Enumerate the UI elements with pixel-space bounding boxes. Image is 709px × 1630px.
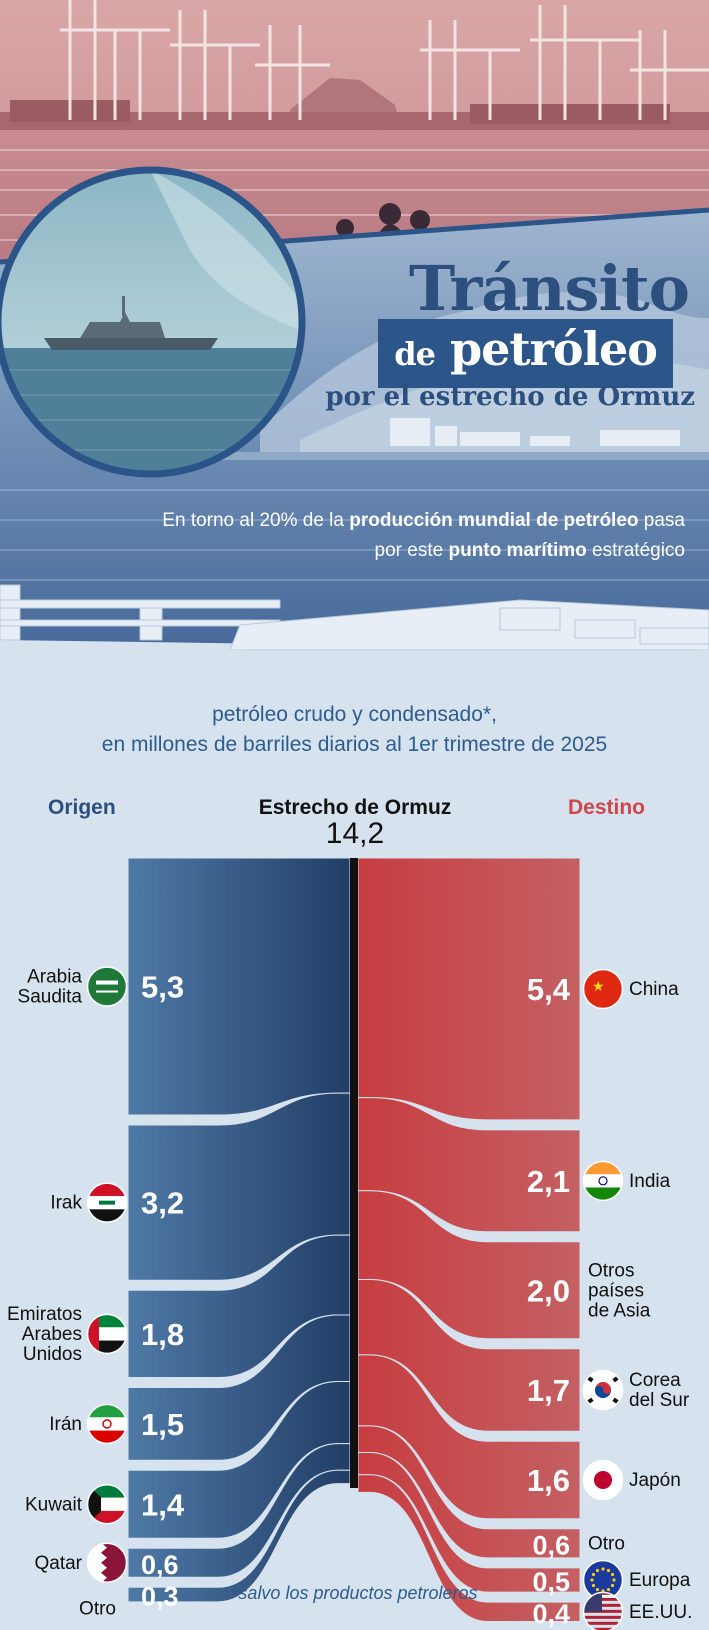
origin-header: Origen bbox=[48, 796, 116, 819]
chart-caption-line-1: petróleo crudo y condensado*, bbox=[212, 703, 497, 726]
destination-flow-japon bbox=[357, 1354, 581, 1520]
destination-flow-otro bbox=[357, 1425, 581, 1559]
destination-flows bbox=[357, 857, 581, 1623]
destination-header: Destino bbox=[568, 796, 646, 819]
title-line-2: de petróleo bbox=[378, 319, 673, 388]
destination-value-label: 0,5 bbox=[532, 1567, 570, 1597]
destination-value-label: 2,0 bbox=[527, 1273, 570, 1308]
subtitle-text: estratégico bbox=[586, 540, 685, 561]
destination-name-japon: Japón bbox=[629, 1470, 681, 1491]
title-line-2-main: petróleo bbox=[449, 322, 658, 376]
india-flag-icon bbox=[582, 1160, 624, 1202]
origin-name-arabia-saudita: Arabia Saudita bbox=[18, 967, 83, 1008]
destination-value-label: 5,4 bbox=[527, 972, 571, 1007]
origin-value-label: 0,3 bbox=[141, 1582, 179, 1612]
destination-flow-china bbox=[357, 857, 581, 1121]
subtitle-text: pasa bbox=[638, 510, 685, 531]
destination-flow-otros-paises-de-asia bbox=[357, 1190, 581, 1340]
destination-value-label: 1,7 bbox=[527, 1373, 570, 1408]
origin-name-otro: Otro bbox=[79, 1599, 116, 1620]
title-line-2-prefix: de bbox=[394, 335, 436, 373]
origin-name-emiratos-arabes-unidos: Emiratos Arabes Unidos bbox=[7, 1304, 82, 1365]
destination-name-europa: Europa bbox=[629, 1570, 691, 1591]
destination-name-china: China bbox=[629, 979, 679, 1000]
origin-flows bbox=[127, 857, 351, 1603]
saudi-arabia-flag-icon bbox=[86, 966, 128, 1007]
origin-value-label: 0,6 bbox=[141, 1550, 179, 1580]
destination-name-corea-del-sur: Corea del Sur bbox=[629, 1370, 690, 1411]
destination-name-india: India bbox=[629, 1171, 671, 1192]
destination-value-label: 1,6 bbox=[527, 1463, 570, 1498]
origin-value-label: 5,3 bbox=[141, 970, 184, 1005]
destination-name-ee-uu: EE.UU. bbox=[629, 1602, 692, 1623]
strait-total: 14,2 bbox=[325, 817, 385, 850]
destination-flow-ee-uu bbox=[357, 1474, 581, 1623]
destination-value-label: 0,4 bbox=[532, 1599, 570, 1629]
destination-name-otros-paises-de-asia: Otros países de Asia bbox=[588, 1260, 651, 1321]
destination-value-label: 0,6 bbox=[532, 1530, 570, 1560]
uae-flag-icon bbox=[86, 1313, 128, 1355]
strait-label: Estrecho de Ormuz bbox=[258, 796, 452, 819]
destination-flow-corea-del-sur bbox=[357, 1278, 581, 1432]
origin-value-label: 1,5 bbox=[141, 1407, 184, 1442]
iran-flag-icon bbox=[86, 1403, 128, 1445]
title-line-3: por el estrecho de Ormuz bbox=[325, 382, 695, 412]
subtitle-bold: producción mundial de petróleo bbox=[349, 510, 639, 531]
flow-labels: 5,3 Arabia Saudita 3,2 Irak 1,8 Emiratos Arabes… bbox=[7, 966, 692, 1630]
kuwait-flag-icon bbox=[86, 1484, 128, 1525]
south-korea-flag-icon bbox=[582, 1369, 624, 1411]
subtitle-text: por este bbox=[374, 540, 449, 561]
origin-value-label: 1,4 bbox=[141, 1487, 185, 1522]
strait-bar bbox=[350, 858, 358, 1488]
origin-name-qatar: Qatar bbox=[34, 1553, 82, 1574]
destination-flow-europa bbox=[357, 1452, 581, 1593]
origin-name-iran: Irán bbox=[49, 1414, 82, 1435]
origin-value-label: 1,8 bbox=[141, 1317, 184, 1352]
title-line-1: Tránsito bbox=[409, 252, 690, 325]
destination-value-label: 2,1 bbox=[527, 1164, 570, 1199]
origin-name-kuwait: Kuwait bbox=[25, 1494, 83, 1515]
subtitle-text: En torno al 20% de la bbox=[162, 510, 350, 531]
origin-value-label: 3,2 bbox=[141, 1186, 184, 1221]
subtitle: En torno al 20% de la producción mundial… bbox=[45, 506, 685, 566]
qatar-flag-icon bbox=[86, 1542, 128, 1583]
svg-text:★: ★ bbox=[592, 979, 605, 995]
destination-name-otro: Otro bbox=[588, 1533, 625, 1554]
destination-flow-india bbox=[357, 1097, 581, 1233]
iraq-flag-icon bbox=[86, 1182, 128, 1223]
chart-caption-line-2: en millones de barriles diarios al 1er t… bbox=[101, 733, 608, 756]
origin-name-irak: Irak bbox=[50, 1193, 82, 1214]
subtitle-bold: punto marítimo bbox=[448, 540, 587, 561]
footnote: *salvo los productos petroleros bbox=[231, 1583, 478, 1603]
china-flag-icon: ★ bbox=[582, 968, 624, 1010]
japan-flag-icon bbox=[582, 1459, 624, 1501]
